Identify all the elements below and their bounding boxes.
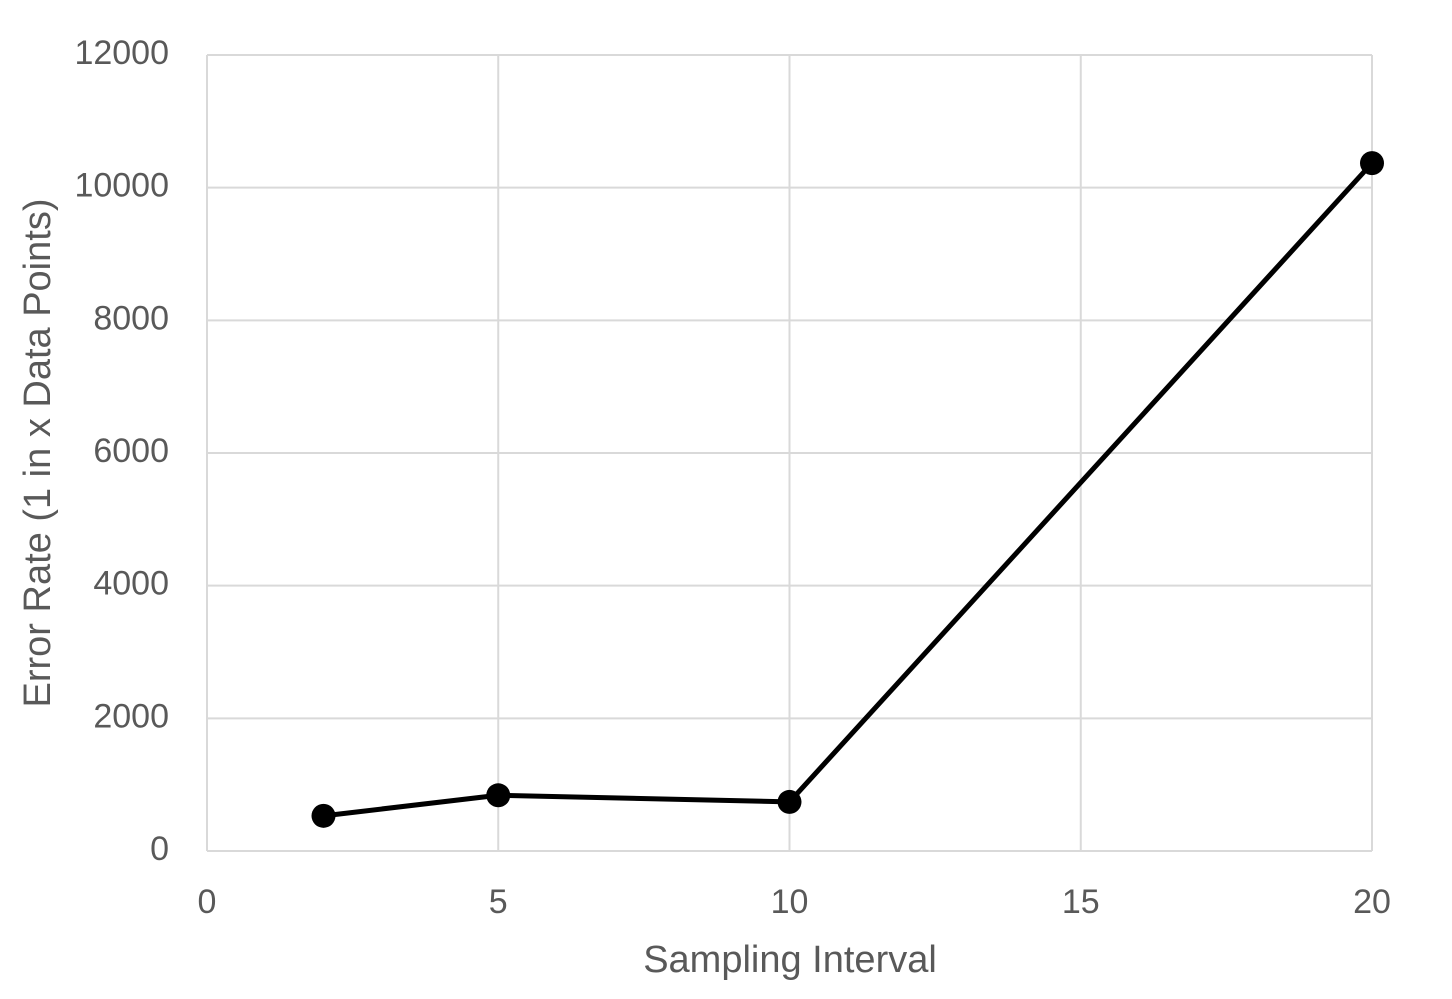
- x-tick-label: 0: [198, 883, 217, 921]
- y-tick-label: 4000: [93, 565, 169, 603]
- y-tick-label: 6000: [93, 432, 169, 470]
- y-tick-label: 0: [150, 830, 169, 868]
- x-tick-label: 20: [1353, 883, 1391, 921]
- x-tick-label: 5: [489, 883, 508, 921]
- data-point: [486, 783, 511, 808]
- data-point: [777, 789, 802, 814]
- y-tick-label: 10000: [74, 167, 169, 205]
- x-tick-label: 10: [771, 883, 809, 921]
- y-tick-label: 2000: [93, 697, 169, 735]
- x-tick-label: 15: [1062, 883, 1100, 921]
- y-tick-label: 8000: [93, 299, 169, 337]
- data-point: [1360, 151, 1384, 176]
- series-line: [323, 161, 1374, 819]
- x-axis-title: Sampling Interval: [643, 939, 937, 981]
- y-tick-label: 12000: [74, 34, 169, 72]
- y-axis-title: Error Rate (1 in x Data Points): [17, 199, 59, 708]
- data-point: [311, 803, 336, 828]
